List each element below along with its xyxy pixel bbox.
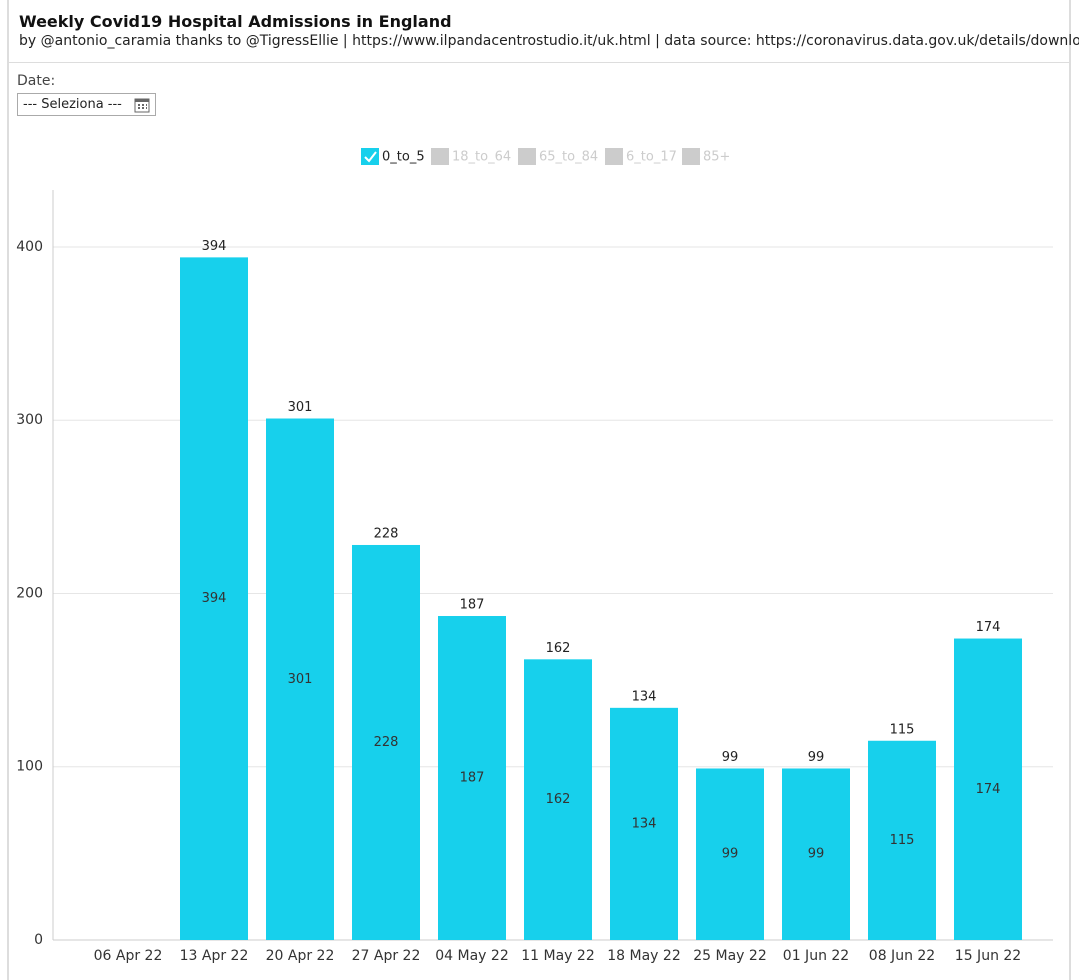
bar [524,659,592,940]
bar [696,768,764,940]
value-label-inside: 174 [976,782,1001,797]
legend-label[interactable]: 85+ [703,150,730,165]
y-tick-label: 300 [16,412,43,428]
value-label: 99 [808,750,825,765]
x-tick-label: 15 Jun 22 [955,948,1021,964]
x-tick-label: 08 Jun 22 [869,948,935,964]
legend-label[interactable]: 0_to_5 [382,150,425,165]
value-label-inside: 301 [288,672,313,687]
legend-check [364,151,377,163]
value-label: 115 [890,722,915,737]
value-label-inside: 187 [460,771,485,786]
value-label-inside: 99 [722,847,739,862]
x-tick-label: 13 Apr 22 [180,948,249,964]
date-select-text: --- Seleziona --- [23,97,122,112]
value-label: 187 [460,598,485,613]
legend-label[interactable]: 6_to_17 [626,150,677,165]
x-tick-label: 01 Jun 22 [783,948,849,964]
x-tick-label: 06 Apr 22 [94,948,163,964]
subtitle: by @antonio_caramia thanks to @TigressEl… [19,33,1079,49]
x-tick-label: 11 May 22 [521,948,594,964]
bar [180,257,248,941]
value-label: 301 [288,400,313,415]
bar [266,418,334,940]
value-label: 99 [722,750,739,765]
divider [9,62,1069,63]
bar [954,638,1022,940]
legend-box[interactable] [518,148,536,165]
value-label-inside: 115 [890,833,915,848]
x-tick-label: 18 May 22 [607,948,680,964]
frame [7,0,1071,980]
y-tick-label: 0 [34,932,43,948]
value-label-inside: 394 [202,591,227,606]
legend-box[interactable] [361,148,379,165]
value-label-inside: 134 [632,816,657,831]
x-tick-label: 04 May 22 [435,948,508,964]
title: Weekly Covid19 Hospital Admissions in En… [19,12,452,31]
value-label-inside: 162 [546,792,571,807]
legend-label[interactable]: 18_to_64 [452,150,511,165]
y-tick-label: 400 [16,239,43,255]
bar [610,707,678,940]
value-label: 174 [976,620,1001,635]
value-label-inside: 228 [374,735,399,750]
date-label: Date: [17,73,56,89]
value-label-inside: 99 [808,847,825,862]
value-label: 394 [202,239,227,254]
calendar-icon [134,98,150,113]
date-select[interactable]: --- Seleziona --- [17,93,156,116]
y-tick-label: 100 [16,759,43,775]
value-label: 162 [546,641,571,656]
bar [782,768,850,940]
bar [868,740,936,940]
legend-box[interactable] [431,148,449,165]
value-label: 134 [632,689,657,704]
x-tick-label: 27 Apr 22 [352,948,421,964]
x-tick-label: 20 Apr 22 [266,948,335,964]
bar [438,616,506,940]
legend-box[interactable] [682,148,700,165]
y-tick-label: 200 [16,585,43,601]
legend-label[interactable]: 65_to_84 [539,150,598,165]
bar [352,544,420,940]
value-label: 228 [374,526,399,541]
x-tick-label: 25 May 22 [693,948,766,964]
legend-box[interactable] [605,148,623,165]
